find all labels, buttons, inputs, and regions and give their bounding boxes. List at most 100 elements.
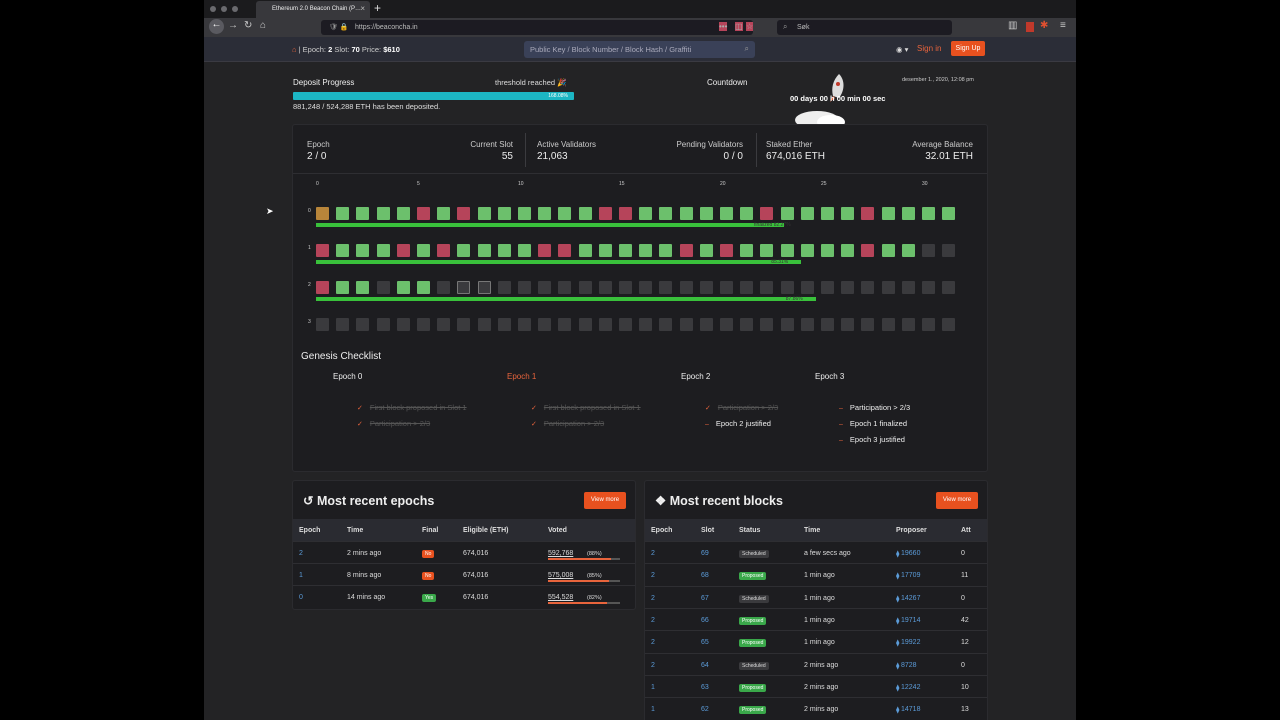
slot-square[interactable] (740, 244, 754, 257)
sign-in-link[interactable]: Sign in (917, 44, 942, 53)
extension-icon[interactable] (1026, 22, 1034, 32)
slot-square[interactable] (740, 281, 754, 294)
slot-square[interactable] (699, 281, 713, 294)
slot-square[interactable] (821, 318, 834, 331)
proposer-link[interactable]: 12242 (901, 683, 921, 691)
slot-square[interactable] (578, 207, 592, 220)
browser-search-input[interactable]: ⌕ Søk (777, 20, 952, 35)
slot-square[interactable] (821, 207, 834, 220)
slot-square[interactable] (760, 318, 774, 331)
table-row[interactable]: 2 68 Proposed 1 min ago ⧫ 17709 11 (645, 563, 987, 585)
slot-square[interactable] (578, 281, 592, 294)
slot-square[interactable] (659, 244, 673, 257)
proposer-link[interactable]: 8728 (901, 661, 917, 669)
slot-square[interactable] (841, 207, 855, 220)
slot-square[interactable] (922, 318, 935, 331)
slot-square[interactable] (821, 281, 834, 294)
proposer-link[interactable]: 19660 (901, 550, 921, 557)
pocket-icon[interactable]: ◫ (735, 22, 743, 31)
slot-square[interactable] (922, 207, 935, 220)
view-more-epochs-button[interactable]: View more (584, 492, 626, 509)
view-more-blocks-button[interactable]: View more (936, 492, 978, 509)
slot-square[interactable] (942, 244, 956, 257)
table-row[interactable]: 2 66 Proposed 1 min ago ⧫ 19714 42 (645, 607, 987, 630)
slot-square[interactable] (901, 318, 915, 331)
slot-square[interactable] (800, 207, 814, 220)
table-row[interactable]: 2 67 Scheduled 1 min ago ⧫ 14267 0 (645, 585, 987, 608)
slot-square[interactable] (437, 281, 451, 294)
slot-square[interactable] (720, 244, 733, 257)
slot-link[interactable]: 62 (701, 706, 709, 714)
col-status[interactable]: Status (739, 527, 761, 534)
proposer-link[interactable]: 17709 (901, 572, 921, 580)
slot-square[interactable] (356, 244, 370, 257)
proposer-link[interactable]: 19714 (901, 616, 921, 624)
epoch-link[interactable]: 1 (299, 572, 303, 579)
slot-square[interactable] (518, 244, 531, 257)
slot-square[interactable] (457, 318, 471, 331)
slot-square[interactable] (780, 207, 794, 220)
slot-square[interactable] (457, 281, 471, 294)
slot-square[interactable] (578, 318, 592, 331)
slot-square[interactable] (619, 207, 632, 220)
page-actions-icon[interactable]: ••• (719, 22, 728, 31)
col-eligible[interactable]: Eligible (ETH) (463, 527, 509, 534)
new-tab-icon[interactable]: + (374, 1, 382, 15)
slot-square[interactable] (659, 281, 673, 294)
reload-icon[interactable]: ↻ (244, 20, 253, 31)
slot-square[interactable] (760, 244, 774, 257)
slot-square[interactable] (800, 318, 814, 331)
epoch-link[interactable]: 2 (651, 550, 655, 557)
slot-square[interactable] (922, 281, 935, 294)
slot-square[interactable] (316, 318, 329, 331)
slot-square[interactable] (457, 244, 471, 257)
proposer-link[interactable]: 19922 (901, 639, 921, 647)
slot-square[interactable] (639, 244, 653, 257)
slot-link[interactable]: 64 (701, 661, 709, 669)
slot-square[interactable] (518, 207, 531, 220)
slot-square[interactable] (679, 244, 693, 257)
slot-square[interactable] (619, 318, 632, 331)
slot-square[interactable] (558, 281, 572, 294)
epoch-link[interactable]: 2 (299, 550, 303, 557)
table-row[interactable]: 0 14 mins ago Yes 674,016 554,528 (82%) (293, 585, 635, 607)
extension-bug-icon[interactable]: ✱ (1040, 20, 1049, 31)
slot-link[interactable]: 68 (701, 572, 709, 580)
epoch-link[interactable]: 2 (651, 639, 655, 647)
proposer-link[interactable]: 14718 (901, 706, 921, 714)
slot-square[interactable] (336, 244, 350, 257)
slot-square[interactable] (800, 244, 814, 257)
table-row[interactable]: 1 62 Proposed 2 mins ago ⧫ 14718 13 (645, 697, 987, 719)
slot-square[interactable] (598, 281, 612, 294)
slot-square[interactable] (518, 281, 531, 294)
slot-square[interactable] (356, 281, 370, 294)
slot-square[interactable] (619, 281, 632, 294)
forward-icon[interactable]: → (228, 20, 238, 31)
col-att[interactable]: Att (961, 527, 971, 534)
slot-square[interactable] (538, 318, 552, 331)
slot-square[interactable] (538, 244, 552, 257)
maximize-window-icon[interactable] (232, 6, 238, 12)
slot-square[interactable] (760, 281, 774, 294)
sidebar-icon[interactable]: ▥ (1008, 20, 1018, 31)
slot-square[interactable] (356, 318, 370, 331)
slot-square[interactable] (538, 207, 552, 220)
col-epoch[interactable]: Epoch (299, 527, 321, 534)
sign-up-button[interactable]: Sign Up (951, 41, 985, 56)
slot-square[interactable] (396, 281, 410, 294)
slot-square[interactable] (942, 207, 956, 220)
slot-link[interactable]: 67 (701, 594, 709, 602)
slot-square[interactable] (376, 207, 390, 220)
epoch-link[interactable]: 2 (651, 594, 655, 602)
slot-link[interactable]: 66 (701, 616, 709, 624)
slot-square[interactable] (558, 318, 572, 331)
slot-square[interactable] (740, 318, 754, 331)
col-slot[interactable]: Slot (701, 527, 715, 534)
epoch-link[interactable]: 2 (651, 661, 655, 669)
epoch-link[interactable]: 2 (651, 616, 655, 624)
menu-icon[interactable]: ≡ (1060, 20, 1066, 31)
slot-link[interactable]: 65 (701, 639, 709, 647)
proposer-link[interactable]: 14267 (901, 594, 921, 602)
close-tab-icon[interactable]: × (360, 4, 365, 13)
slot-square[interactable] (336, 318, 350, 331)
